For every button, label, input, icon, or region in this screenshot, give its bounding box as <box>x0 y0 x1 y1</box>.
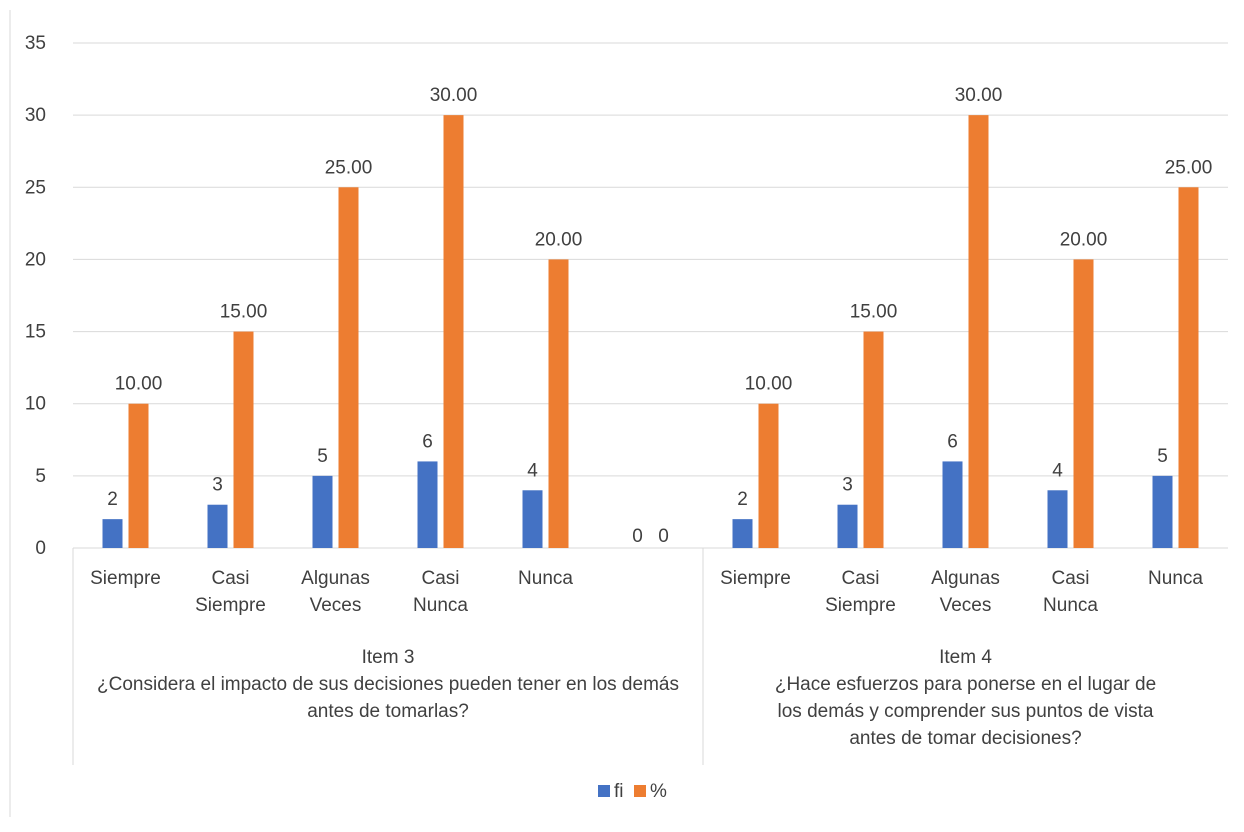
data-label: 2 <box>107 489 118 510</box>
data-label: 30.00 <box>430 85 478 106</box>
category-label: Siempre <box>195 595 266 616</box>
data-label: 4 <box>1052 460 1063 481</box>
data-label: 4 <box>527 460 538 481</box>
legend-swatch-fi <box>598 785 610 797</box>
y-tick-label: 25 <box>25 177 46 198</box>
bar-pct <box>863 331 884 548</box>
bar-fi <box>522 490 543 548</box>
y-tick-label: 5 <box>35 466 46 487</box>
legend-label: % <box>650 781 667 802</box>
data-label: 15.00 <box>850 302 898 323</box>
data-label: 25.00 <box>1165 157 1213 178</box>
data-label: 10.00 <box>745 374 793 395</box>
data-label: 25.00 <box>325 157 373 178</box>
bar-fi <box>417 461 438 548</box>
data-label: 6 <box>422 431 433 452</box>
data-label: 10.00 <box>115 374 163 395</box>
data-label: 5 <box>1157 446 1168 467</box>
bar-pct <box>968 115 989 549</box>
category-label: Casi <box>211 568 249 589</box>
data-label: 0 <box>658 526 669 547</box>
group-label: Item 3 <box>362 647 415 668</box>
category-label: Casi <box>841 568 879 589</box>
category-label: Siempre <box>825 595 896 616</box>
category-label: Veces <box>310 595 362 616</box>
category-label: Casi <box>421 568 459 589</box>
y-tick-label: 15 <box>25 322 46 343</box>
data-label: 20.00 <box>1060 229 1108 250</box>
legend-swatch-pct <box>634 785 646 797</box>
bar-fi <box>312 475 333 548</box>
y-tick-label: 20 <box>25 249 46 270</box>
y-tick-label: 30 <box>25 105 46 126</box>
category-label: Algunas <box>301 568 370 589</box>
category-label: Algunas <box>931 568 1000 589</box>
group-label: antes de tomar decisiones? <box>849 728 1081 749</box>
bar-fi <box>1047 490 1068 548</box>
bar-fi <box>942 461 963 548</box>
bar-fi <box>732 519 753 548</box>
data-label: 30.00 <box>955 85 1003 106</box>
bar-pct <box>758 403 779 548</box>
y-tick-label: 10 <box>25 394 46 415</box>
bar-fi <box>1152 475 1173 548</box>
y-tick-label: 35 <box>25 33 46 54</box>
y-tick-label: 0 <box>35 538 46 559</box>
category-label: Nunca <box>1043 595 1098 616</box>
group-label: los demás y comprender sus puntos de vis… <box>778 701 1154 722</box>
data-label: 3 <box>212 475 223 496</box>
category-label: Nunca <box>518 568 573 589</box>
data-label: 2 <box>737 489 748 510</box>
category-label: Veces <box>940 595 992 616</box>
data-label: 3 <box>842 475 853 496</box>
data-label: 6 <box>947 431 958 452</box>
bar-pct <box>1178 187 1199 549</box>
bar-pct <box>548 259 569 548</box>
bar-fi <box>207 504 228 548</box>
group-label: ¿Considera el impacto de sus decisiones … <box>97 674 679 695</box>
bar-pct <box>338 187 359 549</box>
bar-pct <box>233 331 254 548</box>
bar-pct <box>1073 259 1094 548</box>
data-label: 15.00 <box>220 302 268 323</box>
data-label: 0 <box>632 526 643 547</box>
bar-fi <box>837 504 858 548</box>
category-label: Nunca <box>1148 568 1203 589</box>
category-label: Casi <box>1051 568 1089 589</box>
data-label: 5 <box>317 446 328 467</box>
bar-fi <box>102 519 123 548</box>
group-label: Item 4 <box>939 647 992 668</box>
bar-pct <box>443 115 464 549</box>
bar-pct <box>128 403 149 548</box>
legend-label: fi <box>614 781 624 802</box>
category-label: Nunca <box>413 595 468 616</box>
data-label: 20.00 <box>535 229 583 250</box>
group-label: antes de tomarlas? <box>307 701 469 722</box>
category-label: Siempre <box>720 568 791 589</box>
group-label: ¿Hace esfuerzos para ponerse en el lugar… <box>775 674 1156 695</box>
category-label: Siempre <box>90 568 161 589</box>
